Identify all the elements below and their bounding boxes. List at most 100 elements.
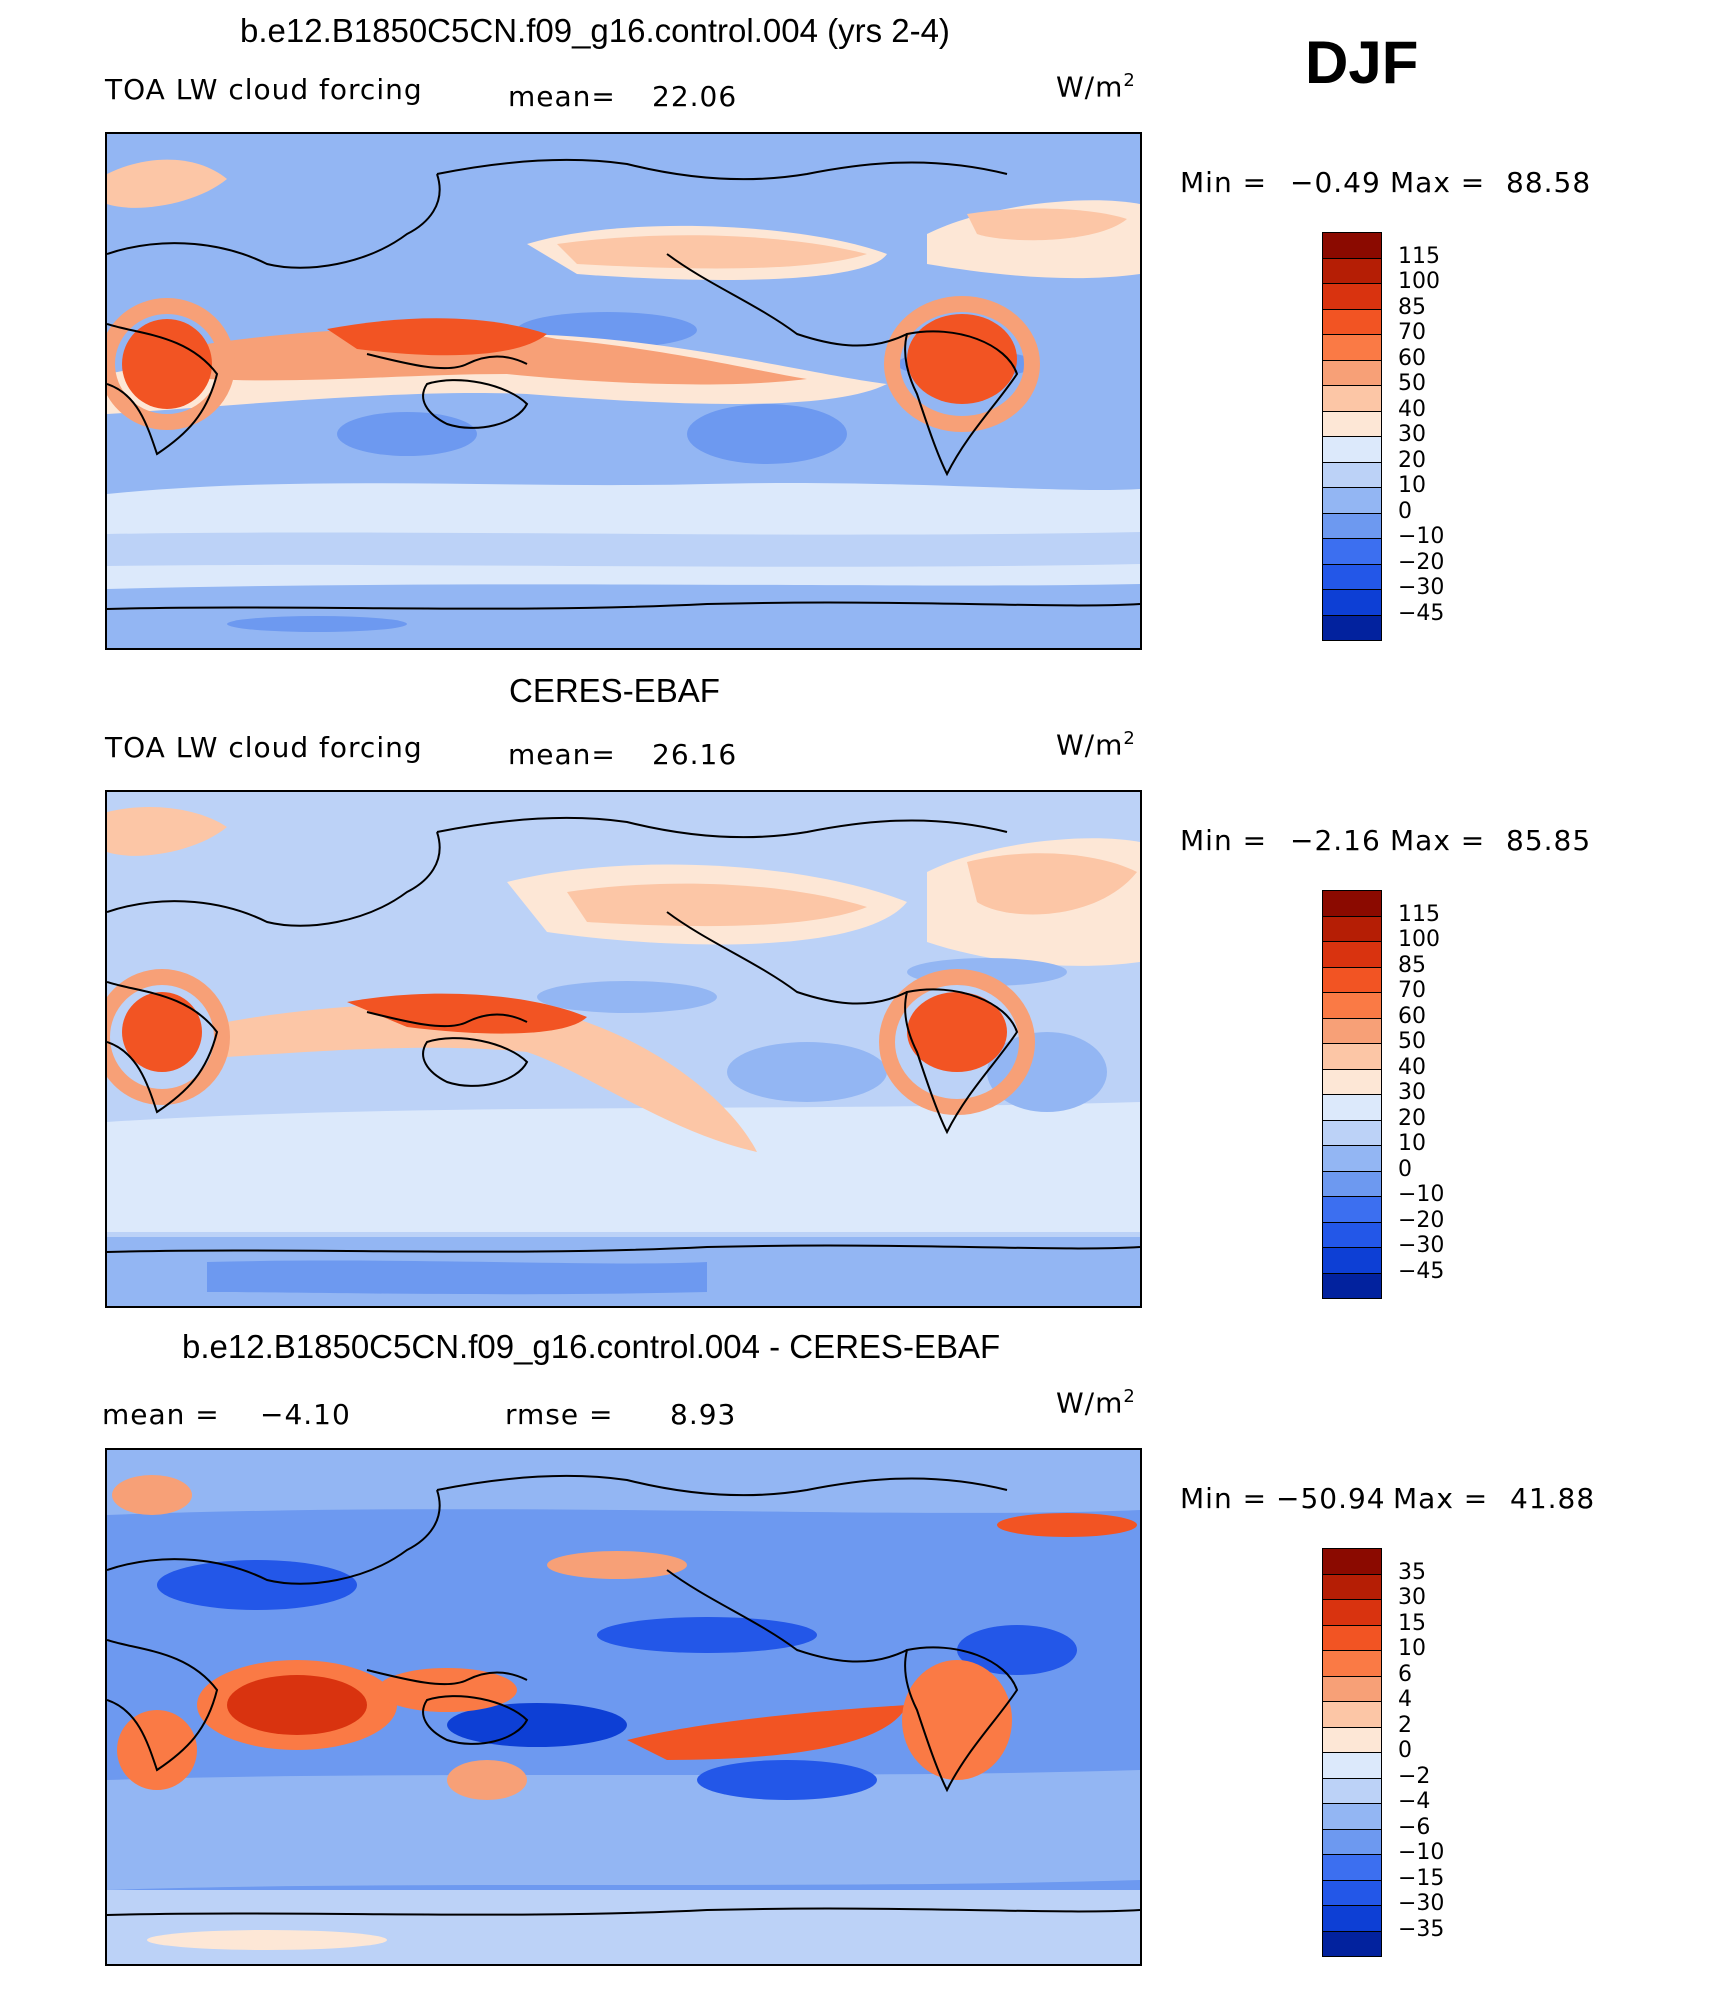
panel1-colorbar-cell <box>1322 232 1382 259</box>
panel2-colorbar-tick-label: 40 <box>1398 1054 1426 1080</box>
panel1-colorbar-tick-label: −30 <box>1398 575 1445 600</box>
panel1-coast-antarctica <box>107 601 1140 610</box>
panel3-colorbar-tick-label: −10 <box>1398 1840 1445 1865</box>
panel2-coast-south-america <box>904 988 1019 1135</box>
panel3-colorbar-tick-label: −15 <box>1398 1865 1445 1891</box>
panel3-warm-pool-negative <box>447 1703 627 1747</box>
panel2-colorbar-tick-label: 0 <box>1398 1156 1412 1182</box>
panel2-colorbar-cell <box>1322 890 1382 917</box>
panel1-south-america-core <box>907 314 1017 404</box>
panel1-colorbar-tick-label: −45 <box>1398 600 1445 626</box>
panel3-southern-ocean-band <box>107 1770 1140 1890</box>
panel1-colorbar-cell <box>1322 614 1382 641</box>
panel3-min-value: −50.94 <box>1276 1482 1386 1515</box>
panel1-colorbar-cell <box>1322 257 1382 284</box>
panel3-colorbar-cell <box>1322 1573 1382 1600</box>
panel1-coast-eurasia <box>107 173 441 269</box>
panel3-mean-label: mean = <box>102 1398 220 1431</box>
panel2-coast-eurasia <box>107 831 441 927</box>
panel1-coast-australia <box>422 379 529 429</box>
panel2-coast-arctic <box>436 816 1008 839</box>
panel2-colorbar-cell <box>1322 1068 1382 1095</box>
season-label: DJF <box>1305 29 1419 96</box>
panel3-eastern-pacific-positive <box>627 1705 907 1760</box>
panel2-coast-australia <box>422 1037 529 1087</box>
panel1-coast-north-america <box>666 253 908 347</box>
panel3-coast-north-america <box>666 1569 908 1663</box>
panel1-colorbar-tick-label: 10 <box>1398 473 1426 498</box>
panel3-colorbar-cell <box>1322 1752 1382 1779</box>
panel1-colorbar-cell <box>1322 308 1382 335</box>
panel3-mean-value: −4.10 <box>260 1398 351 1431</box>
panel2-colorbar-cell <box>1322 915 1382 942</box>
panel3-north-pacific-negative <box>597 1617 817 1653</box>
panel1-max-label: Max = <box>1390 166 1486 199</box>
panel2-colorbar-cell <box>1322 941 1382 968</box>
panel1-southern-africa-core <box>122 319 212 409</box>
panel3-colorbar-tick-label: −2 <box>1398 1763 1431 1789</box>
panel1-north-pacific-core <box>557 235 867 269</box>
panel2-north-pacific-core <box>567 883 867 927</box>
panel3-colorbar-tick-label: −6 <box>1398 1814 1431 1840</box>
panel1-colorbar-cell <box>1322 359 1382 386</box>
panel1-indian-ocean-low <box>337 412 477 456</box>
panel1-colorbar-tick-label: −20 <box>1398 549 1445 575</box>
panel3-colorbar-tick-label: 6 <box>1398 1661 1412 1687</box>
panel3-colorbar-cell <box>1322 1548 1382 1575</box>
panel3-colorbar-tick-label: 10 <box>1398 1636 1426 1661</box>
panel2-colorbar-tick-label: 30 <box>1398 1080 1426 1105</box>
panel2-colorbar-tick-label: 70 <box>1398 978 1426 1003</box>
panel3-europe-positive <box>112 1475 192 1515</box>
panel3-eurasia-negative <box>157 1560 357 1610</box>
panel3-southern-africa-positive <box>117 1710 197 1790</box>
panel3-coast-australia <box>422 1695 529 1745</box>
panel3-coast-eurasia <box>107 1489 441 1585</box>
panel3-colorbar-cell <box>1322 1803 1382 1830</box>
panel2-colorbar-cell <box>1322 1094 1382 1121</box>
panel3-coast-antarctica <box>107 1907 1140 1916</box>
panel1-antarctic-low <box>227 616 407 632</box>
panel3-colorbar-cell <box>1322 1777 1382 1804</box>
panel2-southern-africa-core <box>122 992 202 1072</box>
panel2-coast-africa <box>107 981 219 1114</box>
panel1-colorbar-cell <box>1322 563 1382 590</box>
panel1-mean-value: 22.06 <box>652 80 738 113</box>
panel2-colorbar-cell <box>1322 1196 1382 1223</box>
panel2-min-value: −2.16 <box>1290 824 1381 857</box>
panel1-colorbar-cell <box>1322 436 1382 463</box>
panel2-colorbar-tick-label: 100 <box>1398 927 1440 952</box>
panel3-map-svg <box>107 1450 1140 1964</box>
panel2-colorbar-cell <box>1322 1145 1382 1172</box>
panel2-colorbar-tick-label: −20 <box>1398 1207 1445 1233</box>
panel1-europe-cloud <box>107 159 227 208</box>
panel2-units: W/m2 <box>1056 728 1136 762</box>
panel2-north-pacific-subtropic-low <box>537 981 717 1013</box>
panel1-colorbar-cell <box>1322 334 1382 361</box>
panel2-coastlines <box>107 816 1140 1253</box>
panel3-max-label: Max = <box>1393 1482 1489 1515</box>
panel3-antarctic-positive <box>147 1930 387 1950</box>
panel1-colorbar-tick-label: 70 <box>1398 320 1426 345</box>
panel1-north-atlantic-core <box>967 208 1127 241</box>
panel1-colorbar-tick-label: 50 <box>1398 371 1426 396</box>
panel3-antarctic-band <box>107 1890 1140 1964</box>
panel2-coast-antarctica <box>107 1244 1140 1253</box>
panel3-colorbar-tick-label: −4 <box>1398 1789 1431 1814</box>
panel1-colorbar <box>1322 232 1384 641</box>
panel2-colorbar-tick-label: 20 <box>1398 1105 1426 1131</box>
panel2-spcz-outer <box>227 1002 757 1152</box>
panel2-colorbar-tick-label: 85 <box>1398 952 1426 978</box>
panel1-coast-indonesia <box>366 353 528 370</box>
panel2-antarctic-low <box>207 1260 707 1295</box>
panel2-colorbar <box>1322 890 1384 1299</box>
panel3-atlantic-negative <box>957 1625 1077 1675</box>
panel3-coast-arctic <box>436 1474 1008 1497</box>
panel2-colorbar-cell <box>1322 1221 1382 1248</box>
panel1-colorbar-tick-label: 115 <box>1398 243 1440 269</box>
panel3-africa-core <box>227 1675 367 1735</box>
panel2-colorbar-tick-label: −45 <box>1398 1258 1445 1284</box>
panel1-min-value: −0.49 <box>1290 166 1381 199</box>
panel3-north-atlantic-positive <box>997 1513 1137 1537</box>
panel3-australia-positive <box>447 1760 527 1800</box>
panel2-colorbar-cell <box>1322 1272 1382 1299</box>
